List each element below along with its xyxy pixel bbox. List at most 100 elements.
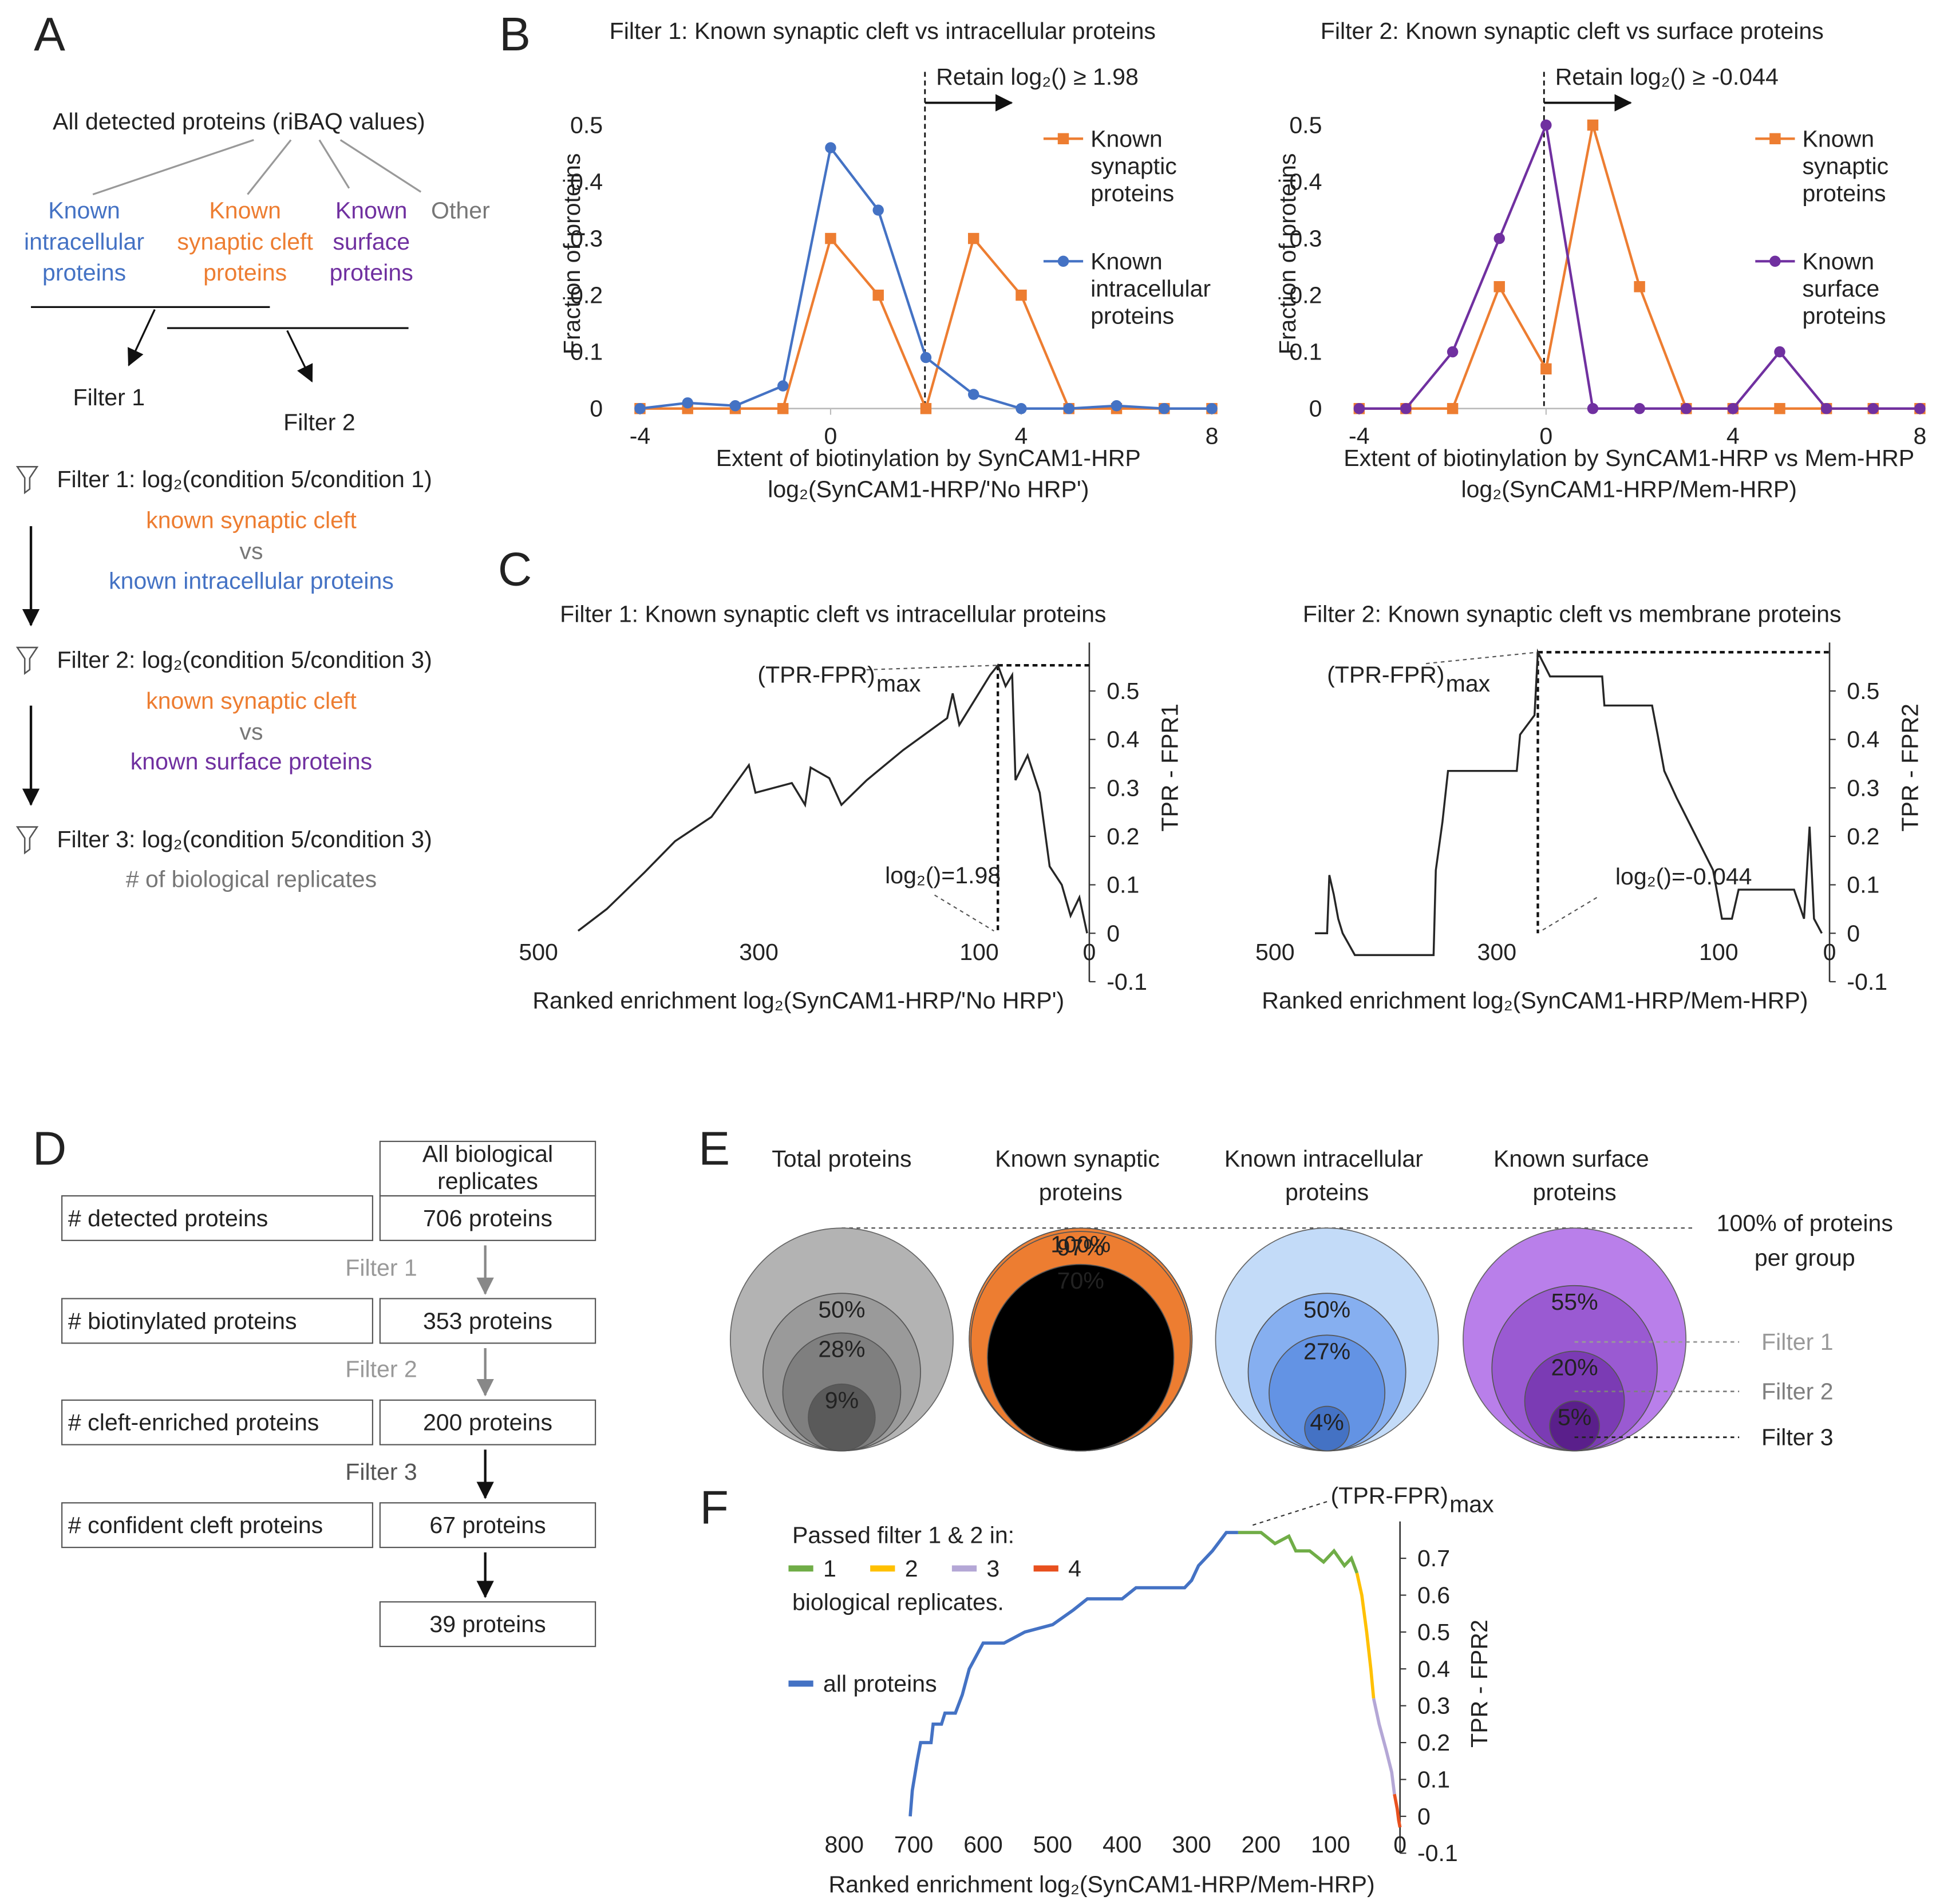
- y-tick-label: 0.3: [1417, 1693, 1450, 1719]
- y-tick-label: 0.5: [570, 112, 603, 139]
- level-label: Filter 3: [1761, 1424, 1834, 1451]
- x-tick-label: 500: [1255, 939, 1295, 965]
- row-box: [379, 1298, 596, 1344]
- step-line: vs: [239, 718, 263, 745]
- x-tick-label: 500: [1033, 1831, 1073, 1858]
- data-point: [1494, 281, 1505, 293]
- x-tick-label: 0: [1393, 1831, 1406, 1858]
- x-tick-label: 800: [824, 1831, 864, 1858]
- chart-title: Filter 2: Known synaptic cleft vs surfac…: [1321, 18, 1824, 44]
- legend-footer: biological replicates.: [792, 1589, 1004, 1615]
- series-line: [577, 663, 1088, 934]
- row-label: # cleft-enriched proteins: [68, 1409, 319, 1436]
- step-title: Filter 1: log₂(condition 5/condition 1): [57, 466, 432, 492]
- row-value: 353 proteins: [423, 1307, 552, 1334]
- step-line: known synaptic cleft: [146, 688, 357, 714]
- annotation-sub: max: [1446, 670, 1491, 697]
- value-label: 100%: [1050, 1231, 1111, 1257]
- group-title: Total proteins: [772, 1145, 911, 1172]
- x-tick-label: 4: [1015, 422, 1028, 449]
- x-tick-label: 100: [959, 939, 999, 965]
- value-label: 4%: [1310, 1409, 1344, 1436]
- data-point: [1063, 402, 1074, 414]
- group-label: proteins: [203, 259, 287, 286]
- x-axis-label: Ranked enrichment log₂(SynCAM1-HRP/'No H…: [532, 987, 1064, 1013]
- data-point: [1914, 402, 1926, 414]
- legend-label: 3: [986, 1555, 999, 1582]
- data-point: [1016, 289, 1027, 301]
- legend-label: Known synaptic proteins: [1091, 125, 1183, 206]
- data-point: [1353, 402, 1365, 414]
- y-tick-label: 0.2: [1289, 282, 1322, 309]
- threshold-label: log₂()=1.98: [885, 862, 1001, 888]
- series-line: [908, 1531, 1238, 1817]
- step-title: Filter 2: log₂(condition 5/condition 3): [57, 647, 432, 673]
- data-point: [1159, 402, 1170, 414]
- panel-d: All biological replicates # detected pro…: [61, 1140, 596, 1648]
- y-tick-label: 0.1: [570, 339, 603, 365]
- group-label: proteins: [42, 259, 126, 286]
- y-tick-label: -0.1: [1107, 969, 1147, 995]
- y-tick-label: 0.3: [1107, 775, 1139, 801]
- y-tick-label: 0: [1107, 920, 1120, 946]
- filter-label: Filter 1: [345, 1254, 417, 1281]
- legend-label: Known surface proteins: [1802, 248, 1886, 329]
- value-label: 20%: [1551, 1354, 1598, 1380]
- value-label: 50%: [1303, 1296, 1350, 1322]
- annotation: (TPR-FPR): [1331, 1482, 1448, 1508]
- y-tick-label: 0.4: [1289, 169, 1322, 195]
- header-label: replicates: [437, 1168, 538, 1194]
- row-label: # detected proteins: [68, 1205, 268, 1231]
- row-box: [379, 1399, 596, 1445]
- x-tick-label: 0: [824, 422, 837, 449]
- step-title: Filter 3: log₂(condition 5/condition 3): [57, 826, 432, 852]
- y-tick-label: 0.3: [1289, 226, 1322, 252]
- y-tick-label: 0.4: [1107, 726, 1139, 753]
- group-label: Other: [431, 197, 490, 224]
- series-line: [1315, 648, 1823, 957]
- row-label: # confident cleft proteins: [68, 1512, 323, 1538]
- data-point: [777, 402, 789, 414]
- value-label: 50%: [818, 1296, 865, 1322]
- value-label: 97%: [1057, 1234, 1104, 1261]
- legend-title: Passed filter 1 & 2 in:: [792, 1522, 1014, 1548]
- y-tick-label: 0.5: [1289, 112, 1322, 139]
- group-label: surface: [333, 228, 410, 255]
- series-line: [1355, 1573, 1376, 1699]
- data-point: [968, 389, 979, 400]
- filter-icons: [15, 466, 39, 855]
- x-axis-label: Ranked enrichment log₂(SynCAM1-HRP/Mem-H…: [828, 1871, 1374, 1897]
- data-point: [729, 400, 741, 412]
- legend-label: 1: [823, 1555, 836, 1582]
- series-line: [1238, 1531, 1359, 1574]
- y-tick-label: 0.4: [1847, 726, 1879, 753]
- legend-label: Known intracellular proteins: [1091, 248, 1217, 329]
- data-point: [1447, 346, 1459, 358]
- max-leader: [1253, 1501, 1327, 1526]
- branch-label: Filter 2: [283, 409, 355, 435]
- x-tick-label: 400: [1103, 1831, 1142, 1858]
- annotation: (TPR-FPR): [1327, 662, 1444, 688]
- x-tick-label: 300: [1477, 939, 1517, 965]
- y-tick-label: 0.1: [1289, 339, 1322, 365]
- legend-marker: [1057, 133, 1069, 145]
- threshold-leader: [934, 894, 994, 932]
- reference-label: per group: [1755, 1245, 1855, 1271]
- series-line: [1393, 1794, 1402, 1828]
- branch-lines: [31, 306, 409, 383]
- y-tick-label: 0.5: [1417, 1619, 1450, 1645]
- x-tick-label: 600: [963, 1831, 1003, 1858]
- panel-label: B: [499, 9, 531, 61]
- y-axis-label: TPR - FPR1: [1156, 704, 1183, 832]
- step-line: vs: [239, 538, 263, 564]
- x-tick-label: 8: [1206, 422, 1219, 449]
- level-circle: [1549, 1400, 1600, 1452]
- data-point: [1774, 346, 1785, 358]
- y-tick-label: 0.4: [570, 169, 603, 195]
- threshold-label: Retain log₂() ≥ 1.98: [936, 64, 1139, 90]
- group-label: synaptic cleft: [177, 228, 313, 255]
- group-label: Known: [335, 197, 408, 224]
- threshold-leader: [1540, 896, 1598, 932]
- row-value: 67 proteins: [429, 1512, 546, 1538]
